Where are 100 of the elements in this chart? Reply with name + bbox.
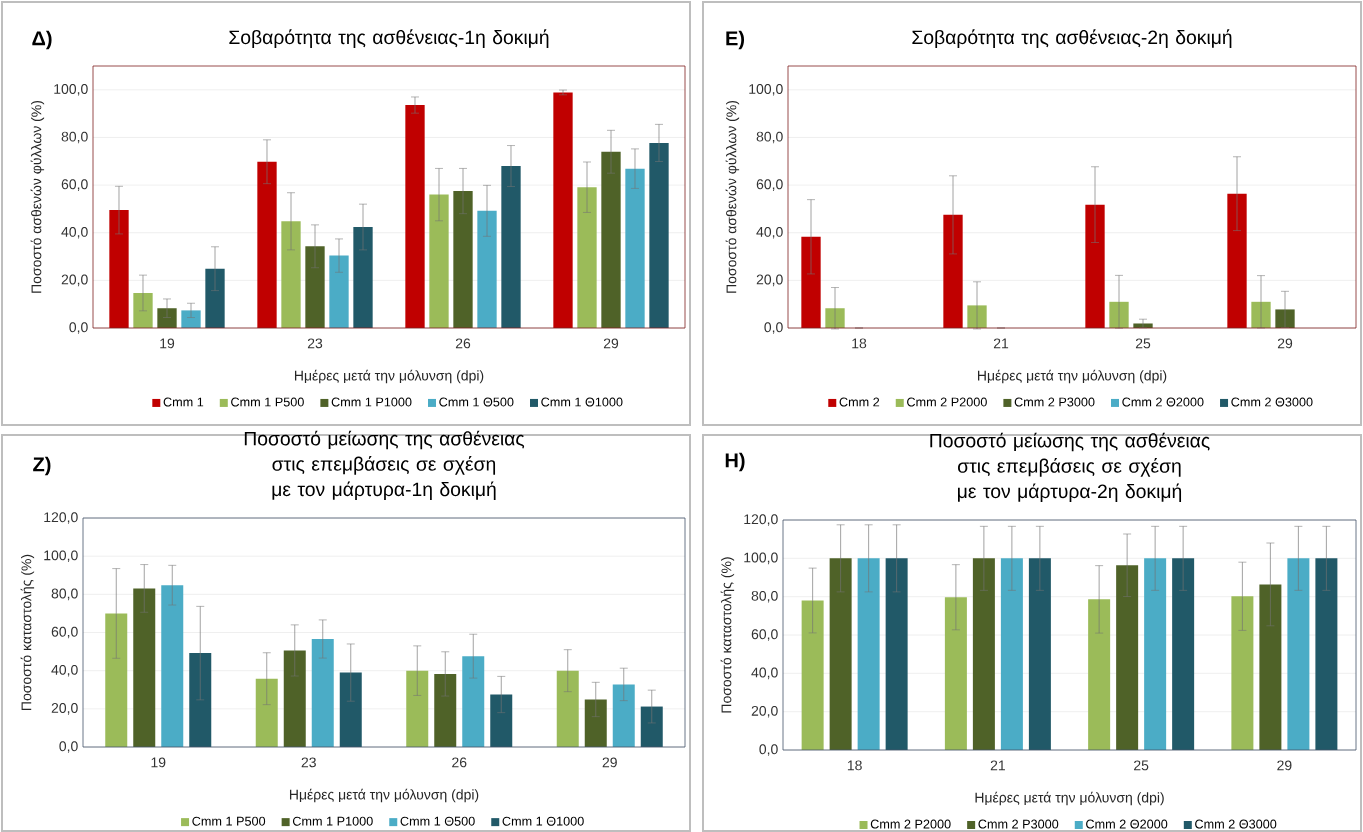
y-tick-label: 100,0 (44, 550, 78, 562)
bar (329, 255, 349, 329)
text: Ζ) (33, 456, 51, 476)
x-tick-label: 19 (160, 338, 175, 349)
bar (625, 168, 645, 329)
bar (157, 308, 177, 329)
x-tick-label: 25 (1134, 760, 1149, 771)
bar (1315, 558, 1338, 751)
y-tick-label: 60,0 (751, 629, 778, 641)
y-tick-label: 0,0 (59, 741, 78, 753)
chart-title: Σοβαρότητα της ασθένειας-2η δοκιμή (912, 29, 1232, 48)
bar (490, 694, 513, 748)
bar (1259, 584, 1282, 751)
bar (944, 597, 967, 751)
bar (339, 672, 362, 748)
legend-label: Cmm 2 P2000 (870, 819, 951, 829)
text: Δ) (32, 30, 52, 50)
bar (1231, 596, 1254, 751)
legend-label: Cmm 2 P3000 (978, 819, 1059, 829)
bar (584, 699, 607, 748)
bar (801, 236, 821, 329)
y-tick-label: 100,0 (744, 552, 778, 565)
bar (257, 161, 277, 329)
bar (406, 670, 429, 748)
x-tick-label: 19 (151, 757, 166, 768)
y-tick-label: 60,0 (756, 179, 783, 191)
legend-label: Cmm 2 Θ2000 (1086, 819, 1168, 829)
bar (1088, 599, 1111, 751)
y-axis-title: Ποσοστό ασθενών φύλλων (%) (725, 100, 740, 293)
bar (161, 585, 184, 748)
x-tick-label: 25 (1135, 338, 1151, 349)
bar (189, 653, 212, 748)
bar (283, 650, 306, 748)
bar (311, 639, 334, 748)
bar (453, 191, 473, 329)
x-tick-label: 21 (990, 760, 1005, 771)
legend-label: Cmm 1 Θ1000 (541, 397, 623, 407)
bar (133, 588, 156, 748)
legend-label: Cmm 1 P1000 (292, 816, 373, 826)
x-tick-label: 29 (1277, 338, 1293, 349)
legend-label: Cmm 2 Θ2000 (1122, 397, 1204, 407)
y-tick-label: 60,0 (51, 626, 78, 639)
bar (405, 105, 425, 329)
bar (133, 293, 153, 329)
y-tick-label: 40,0 (61, 226, 88, 239)
legend-label: Cmm 2 P2000 (907, 397, 987, 407)
bar (281, 221, 301, 329)
x-axis-title: Ημέρες μετά την μόλυνση (dpi) (975, 791, 1164, 806)
bar (577, 187, 597, 329)
y-tick-label: 20,0 (51, 703, 78, 715)
bar (429, 194, 449, 329)
bar (1172, 558, 1195, 751)
bar (553, 92, 573, 329)
x-tick-label: 23 (301, 757, 316, 768)
y-tick-label: 80,0 (751, 590, 778, 603)
bar (1144, 558, 1167, 751)
bar (501, 166, 521, 329)
bar (1116, 565, 1139, 751)
y-axis-title: Ποσοστό καταστολής (%) (20, 554, 35, 710)
bar (556, 670, 579, 748)
x-tick-label: 21 (993, 338, 1009, 349)
x-tick-label: 29 (1277, 760, 1292, 771)
bar (109, 210, 129, 329)
bar (1000, 558, 1023, 751)
y-tick-label: 20,0 (756, 274, 783, 287)
legend-label: Cmm 2 Θ3000 (1231, 397, 1313, 407)
bar (612, 684, 635, 748)
bar (649, 142, 669, 329)
legend-label: Cmm 1 Θ1000 (502, 816, 584, 826)
chart-title: Ποσοστό μείωσης της ασθένειας στις επεμβάσεις σε σχέση με τον μάρτυρα-1η δοκιμή (244, 430, 525, 500)
bar (434, 673, 457, 748)
x-axis-title: Ημέρες μετά την μόλυνση (dpi) (294, 369, 484, 384)
y-tick-label: 0,0 (764, 322, 783, 334)
y-axis-title: Ποσοστό καταστολής (%) (720, 557, 735, 713)
bar (972, 558, 995, 751)
x-axis-title: Ημέρες μετά την μόλυνση (dpi) (978, 369, 1167, 384)
y-tick-label: 60,0 (61, 179, 88, 191)
y-tick-label: 100,0 (54, 84, 88, 96)
bar (1085, 204, 1105, 329)
bar (1227, 193, 1247, 329)
x-tick-label: 29 (603, 338, 619, 349)
bar (801, 600, 824, 751)
y-tick-label: 0,0 (759, 744, 778, 756)
legend-label: Cmm 2 (839, 397, 880, 407)
bar (601, 151, 621, 329)
bar (205, 268, 225, 329)
bar (105, 613, 128, 748)
legend-label: Cmm 2 P3000 (1014, 397, 1095, 407)
y-tick-label: 120,0 (744, 514, 778, 526)
y-tick-label: 80,0 (51, 588, 78, 601)
legend-label: Cmm 1 P1000 (331, 397, 412, 407)
bar (829, 558, 852, 751)
bar (885, 558, 908, 751)
bar (1028, 558, 1051, 751)
y-tick-label: 40,0 (51, 664, 78, 677)
y-tick-label: 100,0 (749, 84, 783, 96)
bar (857, 558, 880, 751)
y-tick-label: 80,0 (756, 131, 783, 144)
y-tick-label: 0,0 (69, 322, 88, 334)
bar (181, 310, 201, 329)
